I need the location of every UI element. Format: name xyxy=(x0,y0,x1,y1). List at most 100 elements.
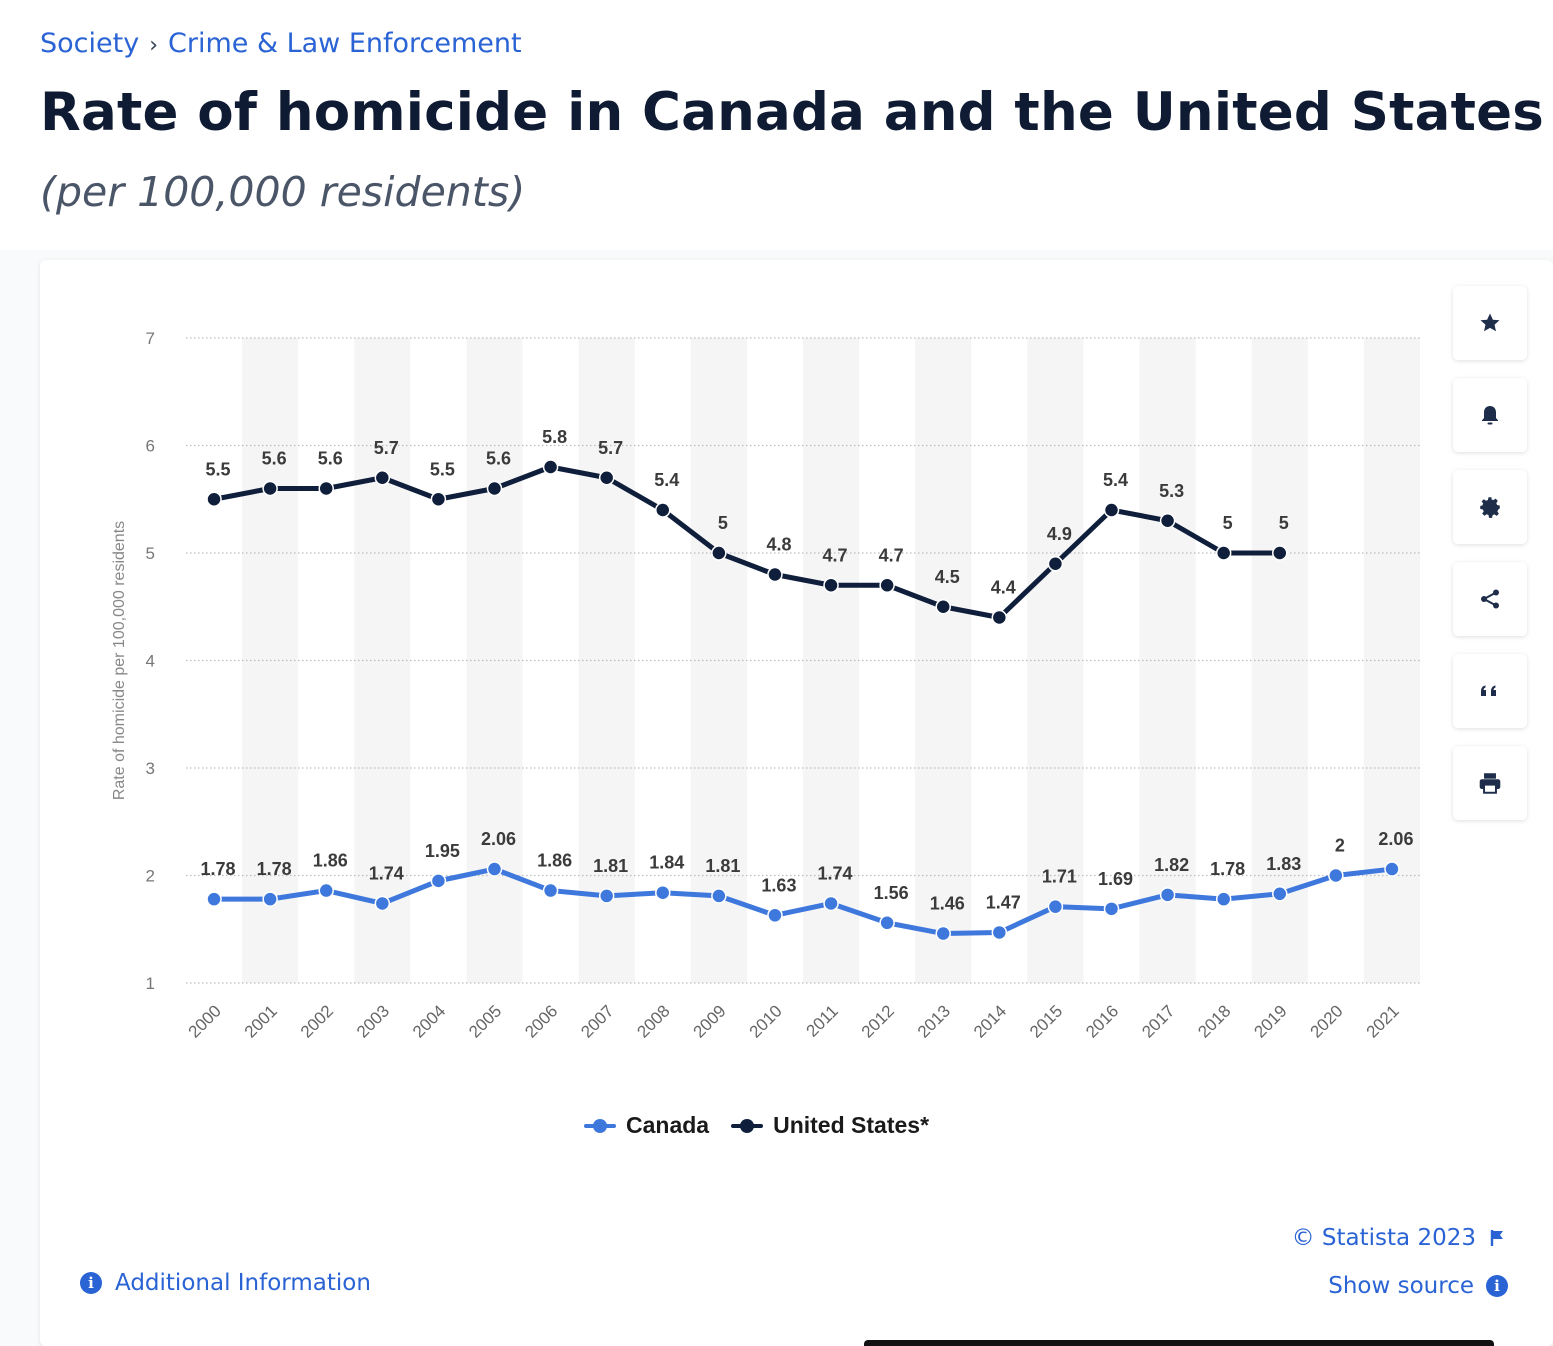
data-point-canada xyxy=(823,895,839,912)
data-label-canada: 2.06 xyxy=(481,829,516,849)
legend-item-us[interactable]: United States* xyxy=(731,1112,929,1139)
data-point-us xyxy=(655,502,671,518)
data-label-canada: 1.82 xyxy=(1154,855,1189,875)
y-axis-title: Rate of homicide per 100,000 residents xyxy=(111,521,128,800)
star-icon xyxy=(1480,313,1500,332)
data-point-canada xyxy=(430,873,447,889)
data-point-canada xyxy=(486,861,503,877)
legend-item-canada[interactable]: Canada xyxy=(584,1112,709,1139)
x-tick-label: 2005 xyxy=(465,1001,505,1041)
data-point-canada xyxy=(991,924,1008,941)
settings-button[interactable] xyxy=(1453,470,1527,544)
data-point-canada xyxy=(711,888,727,904)
data-label-canada: 1.78 xyxy=(201,859,236,879)
data-label-canada: 1.86 xyxy=(313,851,348,871)
data-point-us xyxy=(767,566,783,583)
data-point-us xyxy=(1159,513,1176,529)
copyright-label: © Statista 2023 xyxy=(1291,1225,1476,1251)
page-header: Society › Crime & Law Enforcement Rate of … xyxy=(0,0,1553,250)
data-point-canada xyxy=(1384,861,1400,877)
x-tick-label: 2018 xyxy=(1194,1001,1234,1041)
notification-button[interactable] xyxy=(1453,378,1527,452)
bottom-overlay-bar xyxy=(864,1340,1494,1346)
data-point-canada xyxy=(1103,901,1120,917)
favorite-button[interactable] xyxy=(1453,286,1527,360)
x-tick-label: 2004 xyxy=(409,1001,449,1041)
data-label-canada: 1.74 xyxy=(369,863,404,883)
chart-toolbar xyxy=(1453,286,1527,838)
data-label-us: 5 xyxy=(718,513,728,533)
data-label-us: 5.4 xyxy=(1103,470,1128,490)
bell-icon xyxy=(1482,406,1498,425)
y-tick-label: 3 xyxy=(146,759,155,778)
data-label-us: 4.4 xyxy=(991,578,1016,598)
data-label-canada: 1.95 xyxy=(425,841,460,861)
data-label-us: 4.5 xyxy=(935,567,960,587)
data-point-us xyxy=(542,459,559,475)
legend-label-us: United States* xyxy=(773,1112,930,1138)
data-label-canada: 1.78 xyxy=(1210,859,1245,879)
data-point-canada xyxy=(1215,891,1232,907)
data-point-us xyxy=(935,599,951,615)
data-label-canada: 2.06 xyxy=(1378,829,1413,849)
data-label-canada: 1.46 xyxy=(930,894,965,914)
x-tick-label: 2014 xyxy=(970,1001,1010,1041)
legend-swatch-us xyxy=(731,1118,764,1133)
data-point-us xyxy=(823,577,839,593)
x-tick-label: 2010 xyxy=(746,1001,786,1041)
data-label-canada: 1.74 xyxy=(818,863,853,883)
data-label-us: 5.6 xyxy=(262,449,287,469)
legend-label-canada: Canada xyxy=(626,1112,710,1138)
data-point-us xyxy=(206,491,222,507)
data-label-us: 5 xyxy=(1279,513,1289,533)
cite-button[interactable] xyxy=(1453,654,1527,728)
data-point-us xyxy=(486,480,503,497)
data-point-canada xyxy=(1047,898,1064,915)
additional-information-link[interactable]: i Additional Information xyxy=(80,1270,371,1296)
column-band xyxy=(1363,338,1420,983)
copyright-link[interactable]: © Statista 2023 xyxy=(1292,1225,1506,1251)
y-tick-label: 2 xyxy=(146,867,155,886)
data-point-us xyxy=(374,470,391,486)
source-info-icon: i xyxy=(1486,1275,1508,1297)
info-icon: i xyxy=(80,1272,102,1294)
data-point-us xyxy=(711,545,727,561)
x-tick-label: 2006 xyxy=(521,1001,561,1041)
data-point-canada xyxy=(879,915,895,931)
data-label-us: 4.7 xyxy=(823,545,848,565)
x-tick-label: 2021 xyxy=(1363,1001,1403,1041)
data-point-canada xyxy=(598,888,615,904)
show-source-link[interactable]: Show source i xyxy=(1328,1273,1508,1299)
x-tick-label: 2017 xyxy=(1138,1001,1178,1041)
breadcrumb-society[interactable]: Society xyxy=(40,28,140,59)
data-point-canada xyxy=(542,882,559,899)
share-button[interactable] xyxy=(1453,562,1527,636)
x-tick-label: 2002 xyxy=(297,1001,337,1041)
page-subtitle: (per 100,000 residents) xyxy=(40,168,526,216)
quote-icon xyxy=(1481,685,1496,696)
x-tick-label: 2011 xyxy=(803,1001,842,1040)
data-point-us xyxy=(1047,556,1064,572)
x-tick-label: 2009 xyxy=(690,1001,730,1041)
data-label-us: 5.6 xyxy=(318,449,343,469)
data-label-canada: 1.81 xyxy=(705,856,740,876)
data-label-us: 4.9 xyxy=(1047,524,1072,544)
data-label-us: 5.7 xyxy=(598,438,623,458)
data-label-canada: 1.63 xyxy=(761,875,796,895)
x-tick-label: 2003 xyxy=(353,1001,393,1041)
data-label-canada: 2 xyxy=(1335,836,1345,856)
data-point-canada xyxy=(767,907,783,924)
data-point-us xyxy=(262,480,278,497)
data-label-us: 5.6 xyxy=(486,449,511,469)
chart-legend: Canada United States* xyxy=(584,1112,951,1139)
print-button[interactable] xyxy=(1453,746,1527,820)
data-point-canada xyxy=(655,884,671,901)
print-icon xyxy=(1479,773,1501,794)
data-point-us xyxy=(991,609,1008,626)
x-tick-label: 2001 xyxy=(241,1001,281,1041)
breadcrumb-crime-law[interactable]: Crime & Law Enforcement xyxy=(168,28,522,59)
data-point-canada xyxy=(1272,886,1288,902)
data-point-canada xyxy=(1159,887,1176,903)
gear-icon xyxy=(1480,497,1500,518)
data-point-us xyxy=(1272,545,1288,561)
